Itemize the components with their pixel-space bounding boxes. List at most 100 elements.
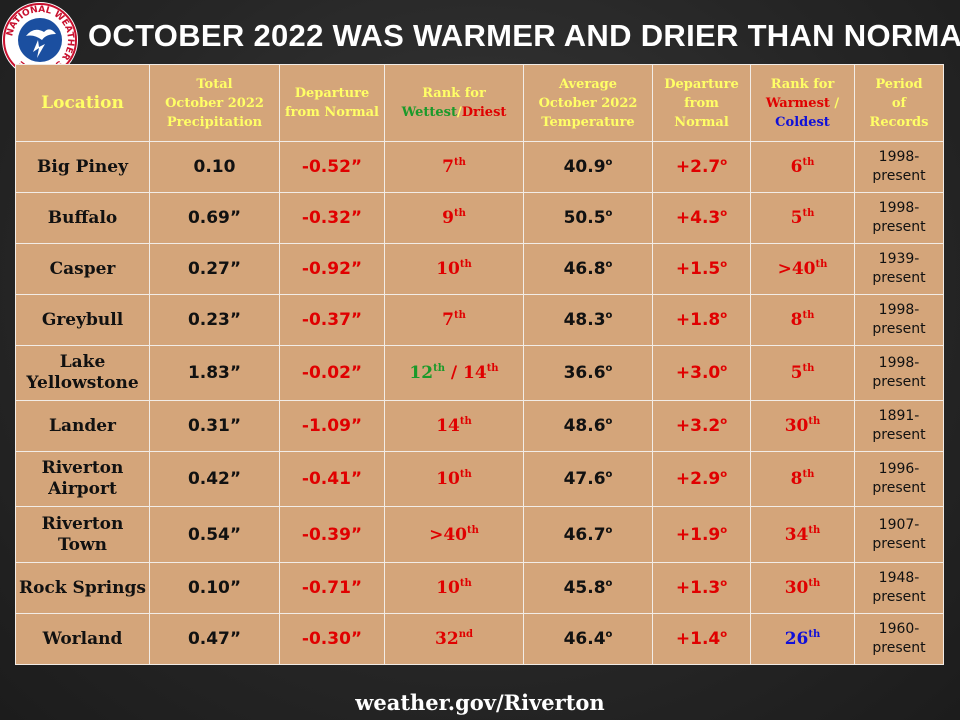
precip-cell: 1.83”: [149, 345, 280, 401]
temp-departure-cell: +1.3o: [652, 562, 751, 614]
header-temp: Average October 2022 Temperature: [523, 64, 653, 142]
temp-departure-cell: +1.4o: [652, 613, 751, 665]
precip-cell: 0.23”: [149, 294, 280, 346]
table-row: Rock Springs 0.10” -0.71” 10th 45.8o +1.3o 30t…: [15, 562, 944, 614]
table-body: Big Piney 0.10 -0.52” 7th 40.9o +2.7o 6th 1998-…: [15, 141, 944, 665]
temp-cell: 47.6o: [523, 451, 653, 507]
location-cell: Rock Springs: [15, 562, 150, 614]
temp-cell: 48.6o: [523, 400, 653, 452]
temp-departure-cell: +2.7o: [652, 141, 751, 193]
page-title: OCTOBER 2022 WAS WARMER AND DRIER THAN N…: [88, 18, 960, 53]
location-cell: Lake Yellowstone: [15, 345, 150, 401]
header-wet-rank: Rank for Wettest/Driest: [384, 64, 524, 142]
wet-rank-cell: 7th: [384, 141, 524, 193]
footer-url: weather.gov/Riverton: [355, 690, 605, 715]
precip-departure-cell: -0.32”: [279, 192, 385, 244]
table-row: Riverton Airport 0.42” -0.41” 10th 47.6o +2.9o…: [15, 451, 944, 507]
temp-cell: 45.8o: [523, 562, 653, 614]
warm-rank-cell: >40th: [750, 243, 855, 295]
table-row: Casper 0.27” -0.92” 10th 46.8o +1.5o >40th 1939…: [15, 243, 944, 295]
temp-departure-cell: +1.8o: [652, 294, 751, 346]
temp-cell: 48.3o: [523, 294, 653, 346]
wet-rank-cell: >40th: [384, 506, 524, 563]
precip-departure-cell: -1.09”: [279, 400, 385, 452]
location-cell: Casper: [15, 243, 150, 295]
wet-rank-cell: 12th / 14th: [384, 345, 524, 401]
period-cell: 1998- present: [854, 345, 944, 401]
period-cell: 1891- present: [854, 400, 944, 452]
precip-cell: 0.47”: [149, 613, 280, 665]
table-row: Lander 0.31” -1.09” 14th 48.6o +3.2o 30th 1891-…: [15, 400, 944, 452]
table-row: Lake Yellowstone 1.83” -0.02” 12th / 14th 36.…: [15, 345, 944, 401]
climate-table: Location Total October 2022 Precipitation …: [15, 64, 944, 665]
temp-cell: 36.6o: [523, 345, 653, 401]
location-cell: Greybull: [15, 294, 150, 346]
table-row: Greybull 0.23” -0.37” 7th 48.3o +1.8o 8th 1998-…: [15, 294, 944, 346]
period-cell: 1939- present: [854, 243, 944, 295]
precip-cell: 0.69”: [149, 192, 280, 244]
header-warm-rank: Rank for Warmest / Coldest: [750, 64, 855, 142]
warm-rank-cell: 5th: [750, 192, 855, 244]
warm-rank-cell: 26th: [750, 613, 855, 665]
period-cell: 1996- present: [854, 451, 944, 507]
warm-rank-cell: 6th: [750, 141, 855, 193]
precip-departure-cell: -0.37”: [279, 294, 385, 346]
temp-departure-cell: +2.9o: [652, 451, 751, 507]
header-precip-departure: Departure from Normal: [279, 64, 385, 142]
wet-rank-cell: 32nd: [384, 613, 524, 665]
period-cell: 1998- present: [854, 294, 944, 346]
location-cell: Riverton Airport: [15, 451, 150, 507]
period-cell: 1948- present: [854, 562, 944, 614]
warm-rank-cell: 8th: [750, 294, 855, 346]
period-cell: 1998- present: [854, 192, 944, 244]
period-cell: 1998- present: [854, 141, 944, 193]
temp-cell: 46.7o: [523, 506, 653, 563]
table-row: Worland 0.47” -0.30” 32nd 46.4o +1.4o 26th 1960…: [15, 613, 944, 665]
table-row: Buffalo 0.69” -0.32” 9th 50.5o +4.3o 5th 1998- p…: [15, 192, 944, 244]
temp-departure-cell: +4.3o: [652, 192, 751, 244]
header-location: Location: [15, 64, 150, 142]
period-cell: 1960- present: [854, 613, 944, 665]
header-precip: Total October 2022 Precipitation: [149, 64, 280, 142]
header-period: Period of Records: [854, 64, 944, 142]
temp-departure-cell: +1.5o: [652, 243, 751, 295]
temp-cell: 46.4o: [523, 613, 653, 665]
precip-departure-cell: -0.41”: [279, 451, 385, 507]
table-row: Big Piney 0.10 -0.52” 7th 40.9o +2.7o 6th 1998-…: [15, 141, 944, 193]
precip-cell: 0.42”: [149, 451, 280, 507]
precip-cell: 0.10”: [149, 562, 280, 614]
precip-departure-cell: -0.30”: [279, 613, 385, 665]
precip-departure-cell: -0.02”: [279, 345, 385, 401]
wet-rank-cell: 10th: [384, 451, 524, 507]
wet-rank-cell: 14th: [384, 400, 524, 452]
wet-rank-cell: 9th: [384, 192, 524, 244]
temp-departure-cell: +3.0o: [652, 345, 751, 401]
temp-cell: 46.8o: [523, 243, 653, 295]
location-cell: Big Piney: [15, 141, 150, 193]
header-temp-departure: Departure from Normal: [652, 64, 751, 142]
warm-rank-cell: 30th: [750, 562, 855, 614]
precip-departure-cell: -0.92”: [279, 243, 385, 295]
location-cell: Worland: [15, 613, 150, 665]
temp-departure-cell: +3.2o: [652, 400, 751, 452]
warm-rank-cell: 30th: [750, 400, 855, 452]
period-cell: 1907- present: [854, 506, 944, 563]
temp-cell: 50.5o: [523, 192, 653, 244]
precip-cell: 0.27”: [149, 243, 280, 295]
wet-rank-cell: 7th: [384, 294, 524, 346]
temp-cell: 40.9o: [523, 141, 653, 193]
precip-cell: 0.54”: [149, 506, 280, 563]
precip-departure-cell: -0.52”: [279, 141, 385, 193]
header-row: Location Total October 2022 Precipitation …: [15, 64, 944, 142]
precip-cell: 0.31”: [149, 400, 280, 452]
precip-departure-cell: -0.71”: [279, 562, 385, 614]
wet-rank-cell: 10th: [384, 243, 524, 295]
wet-rank-cell: 10th: [384, 562, 524, 614]
precip-departure-cell: -0.39”: [279, 506, 385, 563]
nws-logo: NATIONAL WEATHER SERVICE: [2, 2, 78, 78]
location-cell: Lander: [15, 400, 150, 452]
temp-departure-cell: +1.9o: [652, 506, 751, 563]
warm-rank-cell: 5th: [750, 345, 855, 401]
precip-cell: 0.10: [149, 141, 280, 193]
location-cell: Buffalo: [15, 192, 150, 244]
